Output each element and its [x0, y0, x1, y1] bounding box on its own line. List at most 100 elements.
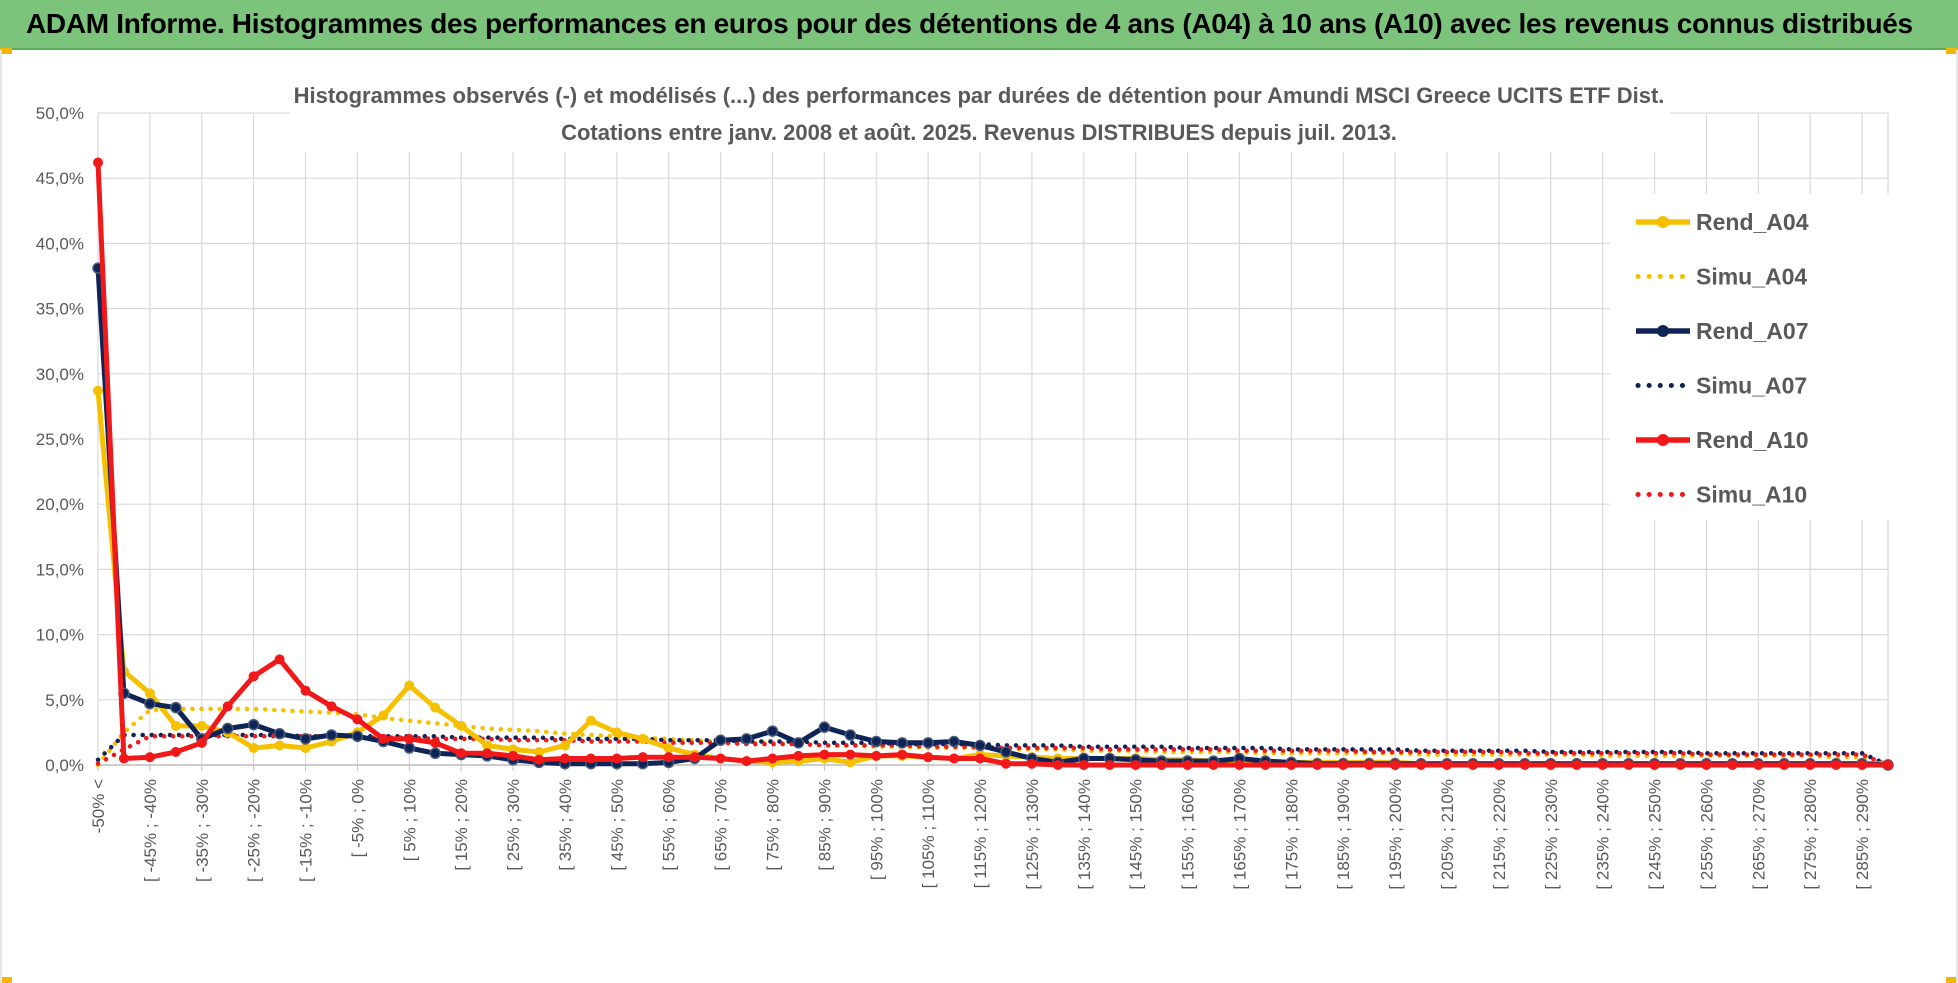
x-tick-label: [ 275% ; 280% [1801, 779, 1820, 890]
x-tick-label: [ -25% ; -20% [245, 779, 264, 882]
data-point-rend-a07 [922, 737, 934, 749]
data-point-rend-a10 [767, 753, 778, 764]
data-point-rend-a10 [715, 753, 726, 764]
data-point-rend-a04 [456, 720, 467, 731]
data-point-rend-a10 [1519, 760, 1530, 770]
data-point-rend-a04 [430, 702, 441, 713]
y-tick-label: 10,0% [36, 626, 84, 645]
data-point-rend-a10 [1649, 760, 1660, 770]
data-point-rend-a10 [430, 737, 441, 748]
data-point-rend-a10 [196, 737, 207, 748]
data-point-rend-a10 [1052, 760, 1063, 770]
legend-label-simu-a10: Simu_A10 [1696, 482, 1807, 508]
x-tick-label: [ -15% ; -10% [297, 779, 316, 882]
legend-label-simu-a07: Simu_A07 [1696, 373, 1807, 399]
data-point-rend-a07 [896, 737, 908, 749]
data-point-rend-a10 [1286, 760, 1297, 770]
legend-marker-rend-a04 [1657, 216, 1669, 228]
y-tick-label: 35,0% [36, 300, 84, 319]
legend-label-rend-a07: Rend_A07 [1696, 318, 1808, 344]
corner-accent-bottom-left [0, 977, 12, 983]
data-point-rend-a10 [1571, 760, 1582, 770]
report-banner: ADAM Informe. Histogrammes des performan… [0, 0, 1958, 50]
data-point-rend-a10 [897, 749, 908, 760]
y-tick-label: 25,0% [36, 430, 84, 449]
x-tick-label: [ 105% ; 110% [919, 779, 938, 888]
data-point-rend-a07 [948, 735, 960, 748]
x-tick-label: [ 165% ; 170% [1230, 779, 1249, 890]
data-point-rend-a10 [1753, 760, 1764, 770]
x-tick-label: [ -35% ; -30% [193, 779, 212, 882]
x-tick-label: [ 125% ; 130% [1023, 779, 1042, 890]
data-point-rend-a04 [663, 743, 674, 754]
x-tick-label: [ 25% ; 30% [504, 779, 523, 871]
data-point-rend-a10 [611, 753, 622, 764]
legend-label-rend-a04: Rend_A04 [1696, 209, 1809, 235]
data-point-rend-a10 [1493, 760, 1504, 770]
data-point-rend-a10 [1364, 760, 1375, 770]
x-tick-label: -50% < [89, 779, 108, 833]
x-tick-label: [ 255% ; 260% [1697, 779, 1716, 890]
data-point-rend-a07 [844, 729, 857, 741]
data-point-rend-a04 [637, 733, 648, 744]
legend-marker-rend-a07 [1657, 325, 1669, 337]
data-point-rend-a07 [273, 727, 286, 740]
corner-accent-right [1946, 48, 1958, 54]
data-point-rend-a10 [1701, 760, 1712, 770]
data-point-rend-a10 [482, 748, 493, 759]
data-point-rend-a10 [1779, 760, 1790, 770]
x-tick-label: [ 205% ; 210% [1438, 779, 1457, 890]
x-tick-label: [ 115% ; 120% [971, 779, 990, 888]
data-point-rend-a07 [144, 697, 156, 710]
x-tick-label: [ 95% ; 100% [867, 779, 886, 880]
data-point-rend-a10 [1597, 760, 1608, 770]
data-point-rend-a07 [170, 701, 182, 714]
data-point-rend-a10 [1208, 760, 1219, 770]
data-point-rend-a10 [404, 733, 415, 744]
data-point-rend-a04 [845, 757, 856, 768]
data-point-rend-a10 [222, 701, 233, 712]
data-point-rend-a07 [974, 739, 986, 752]
data-point-rend-a10 [1441, 760, 1452, 770]
corner-accent-left [0, 48, 12, 54]
x-tick-label: [ 65% ; 70% [712, 779, 731, 871]
corner-accent-bottom-right [1946, 977, 1958, 983]
x-tick-label: [ 135% ; 140% [1075, 779, 1094, 890]
data-point-rend-a10 [923, 752, 934, 763]
data-point-rend-a07 [247, 718, 260, 731]
chart-title-line2: Cotations entre janv. 2008 et août. 2025… [561, 120, 1397, 145]
legend-label-simu-a04: Simu_A04 [1696, 264, 1807, 290]
data-point-rend-a07 [1000, 746, 1012, 758]
data-point-rend-a10 [144, 752, 155, 763]
data-point-rend-a10 [663, 752, 674, 763]
x-tick-label: [ 5% ; 10% [400, 779, 419, 861]
y-tick-label: 30,0% [36, 365, 84, 384]
x-tick-label: [ 45% ; 50% [608, 779, 627, 871]
data-point-rend-a10 [1312, 760, 1323, 770]
x-tick-label: [ 245% ; 250% [1646, 779, 1665, 890]
series-line-rend-a10 [95, 162, 1888, 768]
legend-marker-rend-a10 [1657, 434, 1669, 446]
data-point-rend-a10 [637, 752, 648, 763]
data-point-rend-a10 [1416, 760, 1427, 770]
y-tick-label: 15,0% [36, 560, 84, 579]
data-point-rend-a04 [534, 746, 545, 757]
data-point-rend-a10 [352, 714, 363, 725]
y-tick-label: 45,0% [36, 169, 84, 188]
y-tick-label: 40,0% [36, 234, 84, 253]
data-point-rend-a10 [1130, 760, 1141, 770]
data-point-rend-a10 [1338, 760, 1349, 770]
data-point-rend-a04 [274, 740, 285, 751]
data-point-rend-a10 [1390, 760, 1401, 770]
x-tick-label: [ -5% ; 0% [348, 779, 367, 857]
x-tick-label: [ 85% ; 90% [815, 779, 834, 871]
data-point-rend-a07 [403, 742, 416, 754]
data-point-rend-a07 [351, 730, 364, 743]
data-point-rend-a07 [870, 735, 883, 748]
x-tick-label: [ 285% ; 290% [1853, 779, 1872, 890]
data-point-rend-a04 [611, 727, 622, 738]
x-tick-label: [ 235% ; 240% [1594, 779, 1613, 890]
data-point-rend-a07 [429, 747, 441, 760]
data-point-rend-a10 [1857, 760, 1868, 770]
